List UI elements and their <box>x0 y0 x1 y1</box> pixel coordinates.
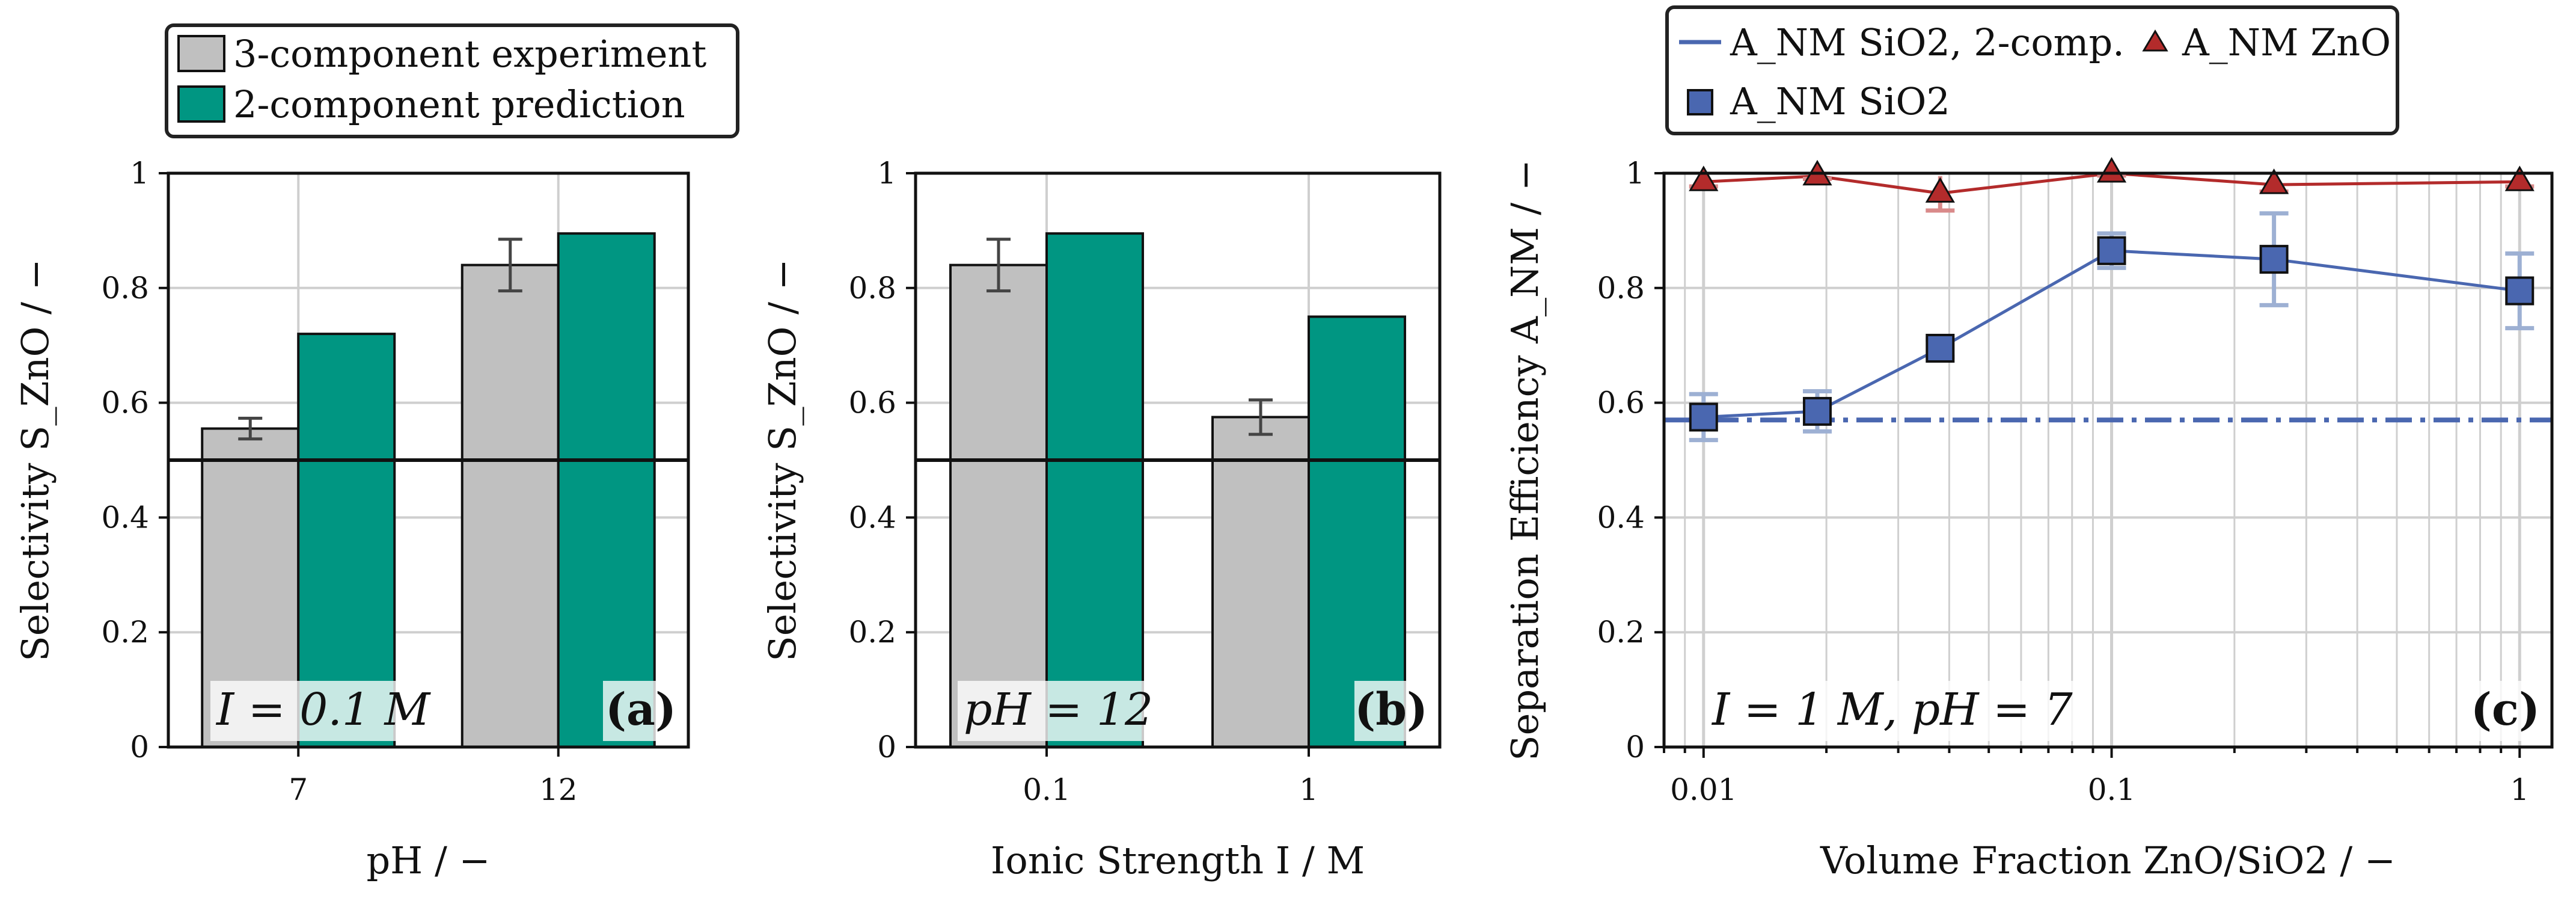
panel-tag: (b) <box>1354 684 1428 736</box>
marker-zno <box>2259 168 2289 194</box>
legend-marker-zno <box>2142 29 2168 52</box>
ytick-label: 0 <box>1626 730 1645 764</box>
legend-label-sio2-2comp: A_NM SiO2, 2-comp. <box>1730 20 2125 64</box>
panel-b: 0.1 1 0 0.2 0.4 0.6 0.8 1 pH = 12 (b) Ionic Streng… <box>760 156 1442 882</box>
marker-zno <box>1689 165 1719 191</box>
panel-tag-box <box>603 681 681 741</box>
line-sio2 <box>1703 249 2520 419</box>
ytick-label: 0.6 <box>101 386 149 420</box>
xtick-label-0.1: 0.1 <box>2088 772 2136 807</box>
ytick-label: 0.8 <box>1597 271 1645 306</box>
plot-frame <box>914 171 1442 749</box>
x-axis-label: pH / − <box>366 838 490 882</box>
legend-lines: A_NM SiO2, 2-comp. A_NM ZnO A_NM SiO2 <box>1665 5 2399 135</box>
marker-zno <box>2504 165 2535 191</box>
ytick-label: 1 <box>1626 156 1645 191</box>
bar-experiment-1 <box>1211 416 1310 748</box>
annotation-box <box>958 681 1174 741</box>
bar-experiment-12 <box>460 263 560 748</box>
ytick-label: 0.8 <box>101 271 149 306</box>
xtick-label-12: 12 <box>539 772 578 807</box>
bar-prediction-1 <box>1308 315 1406 748</box>
legend-swatch-experiment <box>177 35 225 72</box>
ytick-label: 0.2 <box>848 615 896 650</box>
annotation-box <box>210 681 427 741</box>
legend-label-prediction: 2-component prediction <box>233 82 685 126</box>
x-axis-label: Volume Fraction ZnO/SiO2 / − <box>1820 838 2396 882</box>
x-axis-label: Ionic Strength I / M <box>991 838 1365 882</box>
bar-experiment-0.1 <box>949 263 1048 748</box>
ytick-label: 0.4 <box>848 500 896 535</box>
ytick-label: 0.8 <box>848 271 896 306</box>
legend-label-zno: A_NM ZnO <box>2182 20 2391 64</box>
ytick-label: 0.4 <box>1597 500 1645 535</box>
marker-sio2 <box>2505 276 2535 306</box>
panel-a: 7 12 0 0.2 0.4 0.6 0.8 1 I = 0.1 M (a) pH / − Selec… <box>13 156 690 882</box>
xtick-label-0.1: 0.1 <box>1023 772 1071 807</box>
ytick-label: 0 <box>877 730 896 764</box>
annotation-label: I = 0.1 M <box>215 684 431 736</box>
annotation-label: pH = 12 <box>964 684 1153 736</box>
annotation-label: I = 1 M, pH = 7 <box>1711 684 2073 736</box>
panel-tag-box <box>2467 681 2545 741</box>
marker-sio2 <box>2259 245 2289 274</box>
marker-sio2 <box>1926 333 1955 363</box>
marker-sio2 <box>1802 396 1832 426</box>
plot-frame <box>167 171 690 749</box>
bar-prediction-12 <box>557 232 656 749</box>
legend-label-experiment: 3-component experiment <box>233 32 706 76</box>
xtick-label-0.01: 0.01 <box>1670 772 1737 807</box>
panel-c: 0.01 0.1 1 0 0.2 0.4 0.6 0.8 1 I = 1 M, pH = 7 (c)… <box>1503 156 2554 882</box>
legend-label-sio2: A_NM SiO2 <box>1730 79 1950 123</box>
xtick-label-1: 1 <box>2510 772 2529 807</box>
panel-tag: (a) <box>605 684 676 736</box>
line-zno <box>1703 171 2520 195</box>
annotation-box <box>1706 681 2079 741</box>
legend-bars: 3-component experiment 2-component predi… <box>165 23 739 138</box>
ytick-label: 0 <box>130 730 149 764</box>
xtick-label-7: 7 <box>289 772 308 807</box>
marker-sio2 <box>2097 236 2126 265</box>
y-axis-label: Separation Efficiency A_NM / − <box>1503 159 1547 761</box>
ytick-label: 1 <box>130 156 149 191</box>
ytick-label: 0.6 <box>848 386 896 420</box>
marker-sio2 <box>1689 402 1718 432</box>
plot-frame <box>1662 171 2554 749</box>
legend-marker-sio2 <box>1687 89 1713 115</box>
bar-prediction-0.1 <box>1045 232 1144 749</box>
legend-swatch-prediction <box>177 85 225 123</box>
ytick-label: 0.6 <box>1597 386 1645 420</box>
y-axis-label: Selectivity S_ZnO / − <box>760 259 804 661</box>
y-axis-label: Selectivity S_ZnO / − <box>13 259 57 661</box>
ytick-label: 0.2 <box>101 615 149 650</box>
ytick-label: 0.2 <box>1597 615 1645 650</box>
xtick-label-1: 1 <box>1299 772 1318 807</box>
marker-zno <box>2096 157 2127 183</box>
ytick-label: 1 <box>877 156 896 191</box>
ytick-label: 0.4 <box>101 500 149 535</box>
panel-tag-box <box>1354 681 1433 741</box>
panel-tag: (c) <box>2471 684 2540 736</box>
marker-zno <box>1925 177 1955 203</box>
bar-prediction-7 <box>297 333 396 748</box>
